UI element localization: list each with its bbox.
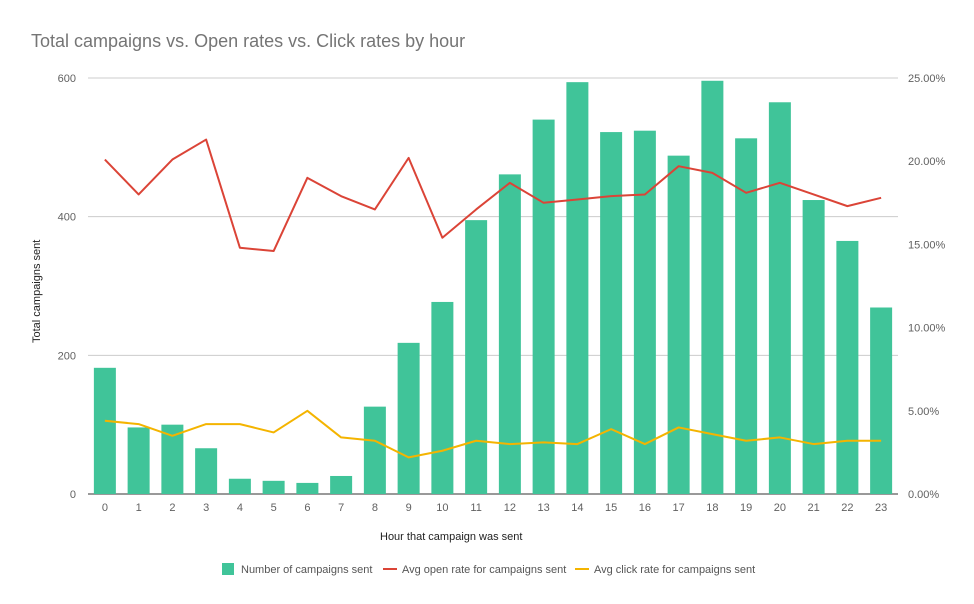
x-tick-label: 10 [436, 502, 448, 514]
x-tick-label: 6 [304, 502, 310, 514]
bar [363, 406, 386, 494]
bar [836, 240, 859, 494]
x-tick-label: 4 [237, 502, 243, 514]
bar [532, 119, 555, 494]
bar-series [93, 80, 893, 495]
bar [701, 80, 724, 495]
bar [127, 427, 150, 494]
right-tick-label: 0.00% [908, 489, 939, 501]
series-line [104, 138, 882, 253]
x-tick-label: 2 [169, 502, 175, 514]
bar [431, 301, 454, 494]
x-tick-label: 0 [102, 502, 108, 514]
x-tick-label: 13 [538, 502, 550, 514]
right-axis-ticks: 0.00% 5.00% 10.00% 15.00% 20.00% 25.00% [908, 73, 946, 501]
bar [768, 102, 791, 495]
left-tick-label: 0 [70, 489, 76, 501]
bar [465, 220, 488, 494]
y-axis-title: Total campaigns sent [31, 240, 43, 343]
right-tick-label: 20.00% [908, 156, 946, 168]
x-tick-label: 7 [338, 502, 344, 514]
x-tick-label: 22 [841, 502, 853, 514]
legend-swatch [222, 563, 234, 575]
bar [262, 480, 285, 494]
x-tick-label: 14 [571, 502, 583, 514]
legend-label: Number of campaigns sent [241, 564, 372, 576]
bar [296, 482, 319, 494]
left-tick-label: 600 [58, 73, 76, 85]
left-tick-label: 400 [58, 212, 76, 224]
bar [633, 130, 656, 494]
x-tick-label: 3 [203, 502, 209, 514]
bar [566, 82, 589, 494]
bar [330, 475, 353, 494]
x-tick-label: 15 [605, 502, 617, 514]
x-tick-label: 19 [740, 502, 752, 514]
x-tick-label: 23 [875, 502, 887, 514]
x-tick-label: 12 [504, 502, 516, 514]
right-tick-label: 5.00% [908, 406, 939, 418]
bar [802, 200, 825, 494]
bar [498, 174, 521, 494]
right-tick-label: 10.00% [908, 323, 946, 335]
x-axis-title: Hour that campaign was sent [380, 531, 522, 543]
bar [93, 367, 116, 494]
right-tick-label: 15.00% [908, 239, 946, 251]
left-axis-ticks: 0 200 400 600 [58, 73, 76, 501]
left-tick-label: 200 [58, 350, 76, 362]
chart-title: Total campaigns vs. Open rates vs. Click… [31, 31, 465, 51]
x-tick-label: 9 [406, 502, 412, 514]
bar [195, 448, 218, 494]
x-tick-label: 18 [706, 502, 718, 514]
bar [735, 138, 758, 494]
legend-label: Avg click rate for campaigns sent [594, 564, 755, 576]
line-series [104, 138, 882, 459]
right-tick-label: 25.00% [908, 73, 946, 85]
series-line [104, 409, 882, 459]
x-tick-label: 17 [673, 502, 685, 514]
bar [228, 478, 251, 494]
x-tick-label: 8 [372, 502, 378, 514]
legend-label: Avg open rate for campaigns sent [402, 564, 566, 576]
gridlines [88, 77, 898, 495]
x-tick-label: 5 [271, 502, 277, 514]
bar [161, 424, 184, 494]
x-tick-label: 16 [639, 502, 651, 514]
x-tick-label: 20 [774, 502, 786, 514]
x-tick-label: 1 [136, 502, 142, 514]
legend: Number of campaigns sent Avg open rate fo… [222, 563, 755, 576]
bar [397, 342, 420, 494]
x-tick-label: 21 [808, 502, 820, 514]
x-axis-ticks: 0 1 2 3 4 5 6 7 8 9 10 11 12 13 14 15 16 17 18 19 20 21 22 23 [102, 502, 887, 514]
bar [870, 307, 893, 494]
x-tick-label: 11 [470, 502, 481, 514]
bar [667, 155, 690, 495]
bar [600, 132, 623, 494]
